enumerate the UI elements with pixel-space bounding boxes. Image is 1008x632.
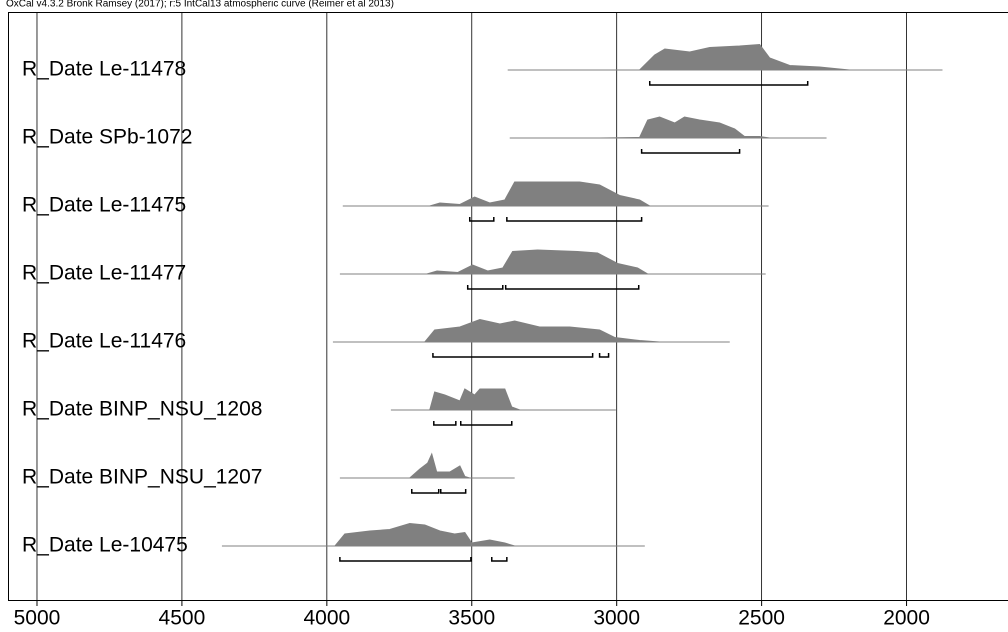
density bbox=[333, 522, 515, 547]
hpd-bracket bbox=[440, 489, 467, 494]
series-label: R_Date Le-10475 bbox=[22, 534, 188, 557]
hpd-bracket bbox=[648, 81, 809, 86]
series-label: R_Date Le-11476 bbox=[22, 330, 186, 353]
hpd-bracket bbox=[504, 285, 640, 290]
series-label: R_Date Le-11477 bbox=[22, 262, 186, 285]
series-label: R_Date BINP_NSU_1207 bbox=[22, 466, 262, 489]
hpd-bracket bbox=[460, 421, 513, 426]
series-label: R_Date Le-11475 bbox=[22, 194, 186, 217]
x-tick-label: 2000 bbox=[883, 607, 930, 630]
hpd-bracket bbox=[491, 557, 508, 562]
hpd-bracket bbox=[640, 149, 741, 154]
x-tick-label: 4000 bbox=[303, 607, 350, 630]
hpd-bracket bbox=[433, 421, 457, 426]
hpd-bracket bbox=[506, 217, 643, 222]
hpd-bracket bbox=[411, 489, 440, 494]
hpd-bracket bbox=[598, 353, 610, 358]
x-tick-label: 5000 bbox=[14, 607, 61, 630]
density bbox=[429, 388, 521, 411]
x-tick-label: 2500 bbox=[738, 607, 785, 630]
series-label: R_Date BINP_NSU_1208 bbox=[22, 398, 262, 421]
x-tick-label: 3500 bbox=[448, 607, 495, 630]
plot-frame bbox=[8, 12, 1008, 601]
hpd-bracket bbox=[468, 217, 495, 222]
hpd-bracket bbox=[432, 353, 594, 358]
hpd-bracket bbox=[466, 285, 504, 290]
chart-title: OxCal v4.3.2 Bronk Ramsey (2017); r:5 In… bbox=[6, 0, 394, 10]
series-label: R_Date Le-11478 bbox=[22, 58, 186, 81]
series-label: R_Date SPb-1072 bbox=[22, 126, 192, 149]
density bbox=[426, 249, 650, 275]
density bbox=[423, 318, 660, 343]
hpd-bracket bbox=[339, 557, 472, 562]
density bbox=[408, 452, 470, 479]
density bbox=[638, 43, 850, 71]
x-tick-label: 3000 bbox=[593, 607, 640, 630]
density bbox=[429, 181, 652, 207]
density bbox=[599, 116, 770, 139]
x-tick-label: 4500 bbox=[159, 607, 206, 630]
